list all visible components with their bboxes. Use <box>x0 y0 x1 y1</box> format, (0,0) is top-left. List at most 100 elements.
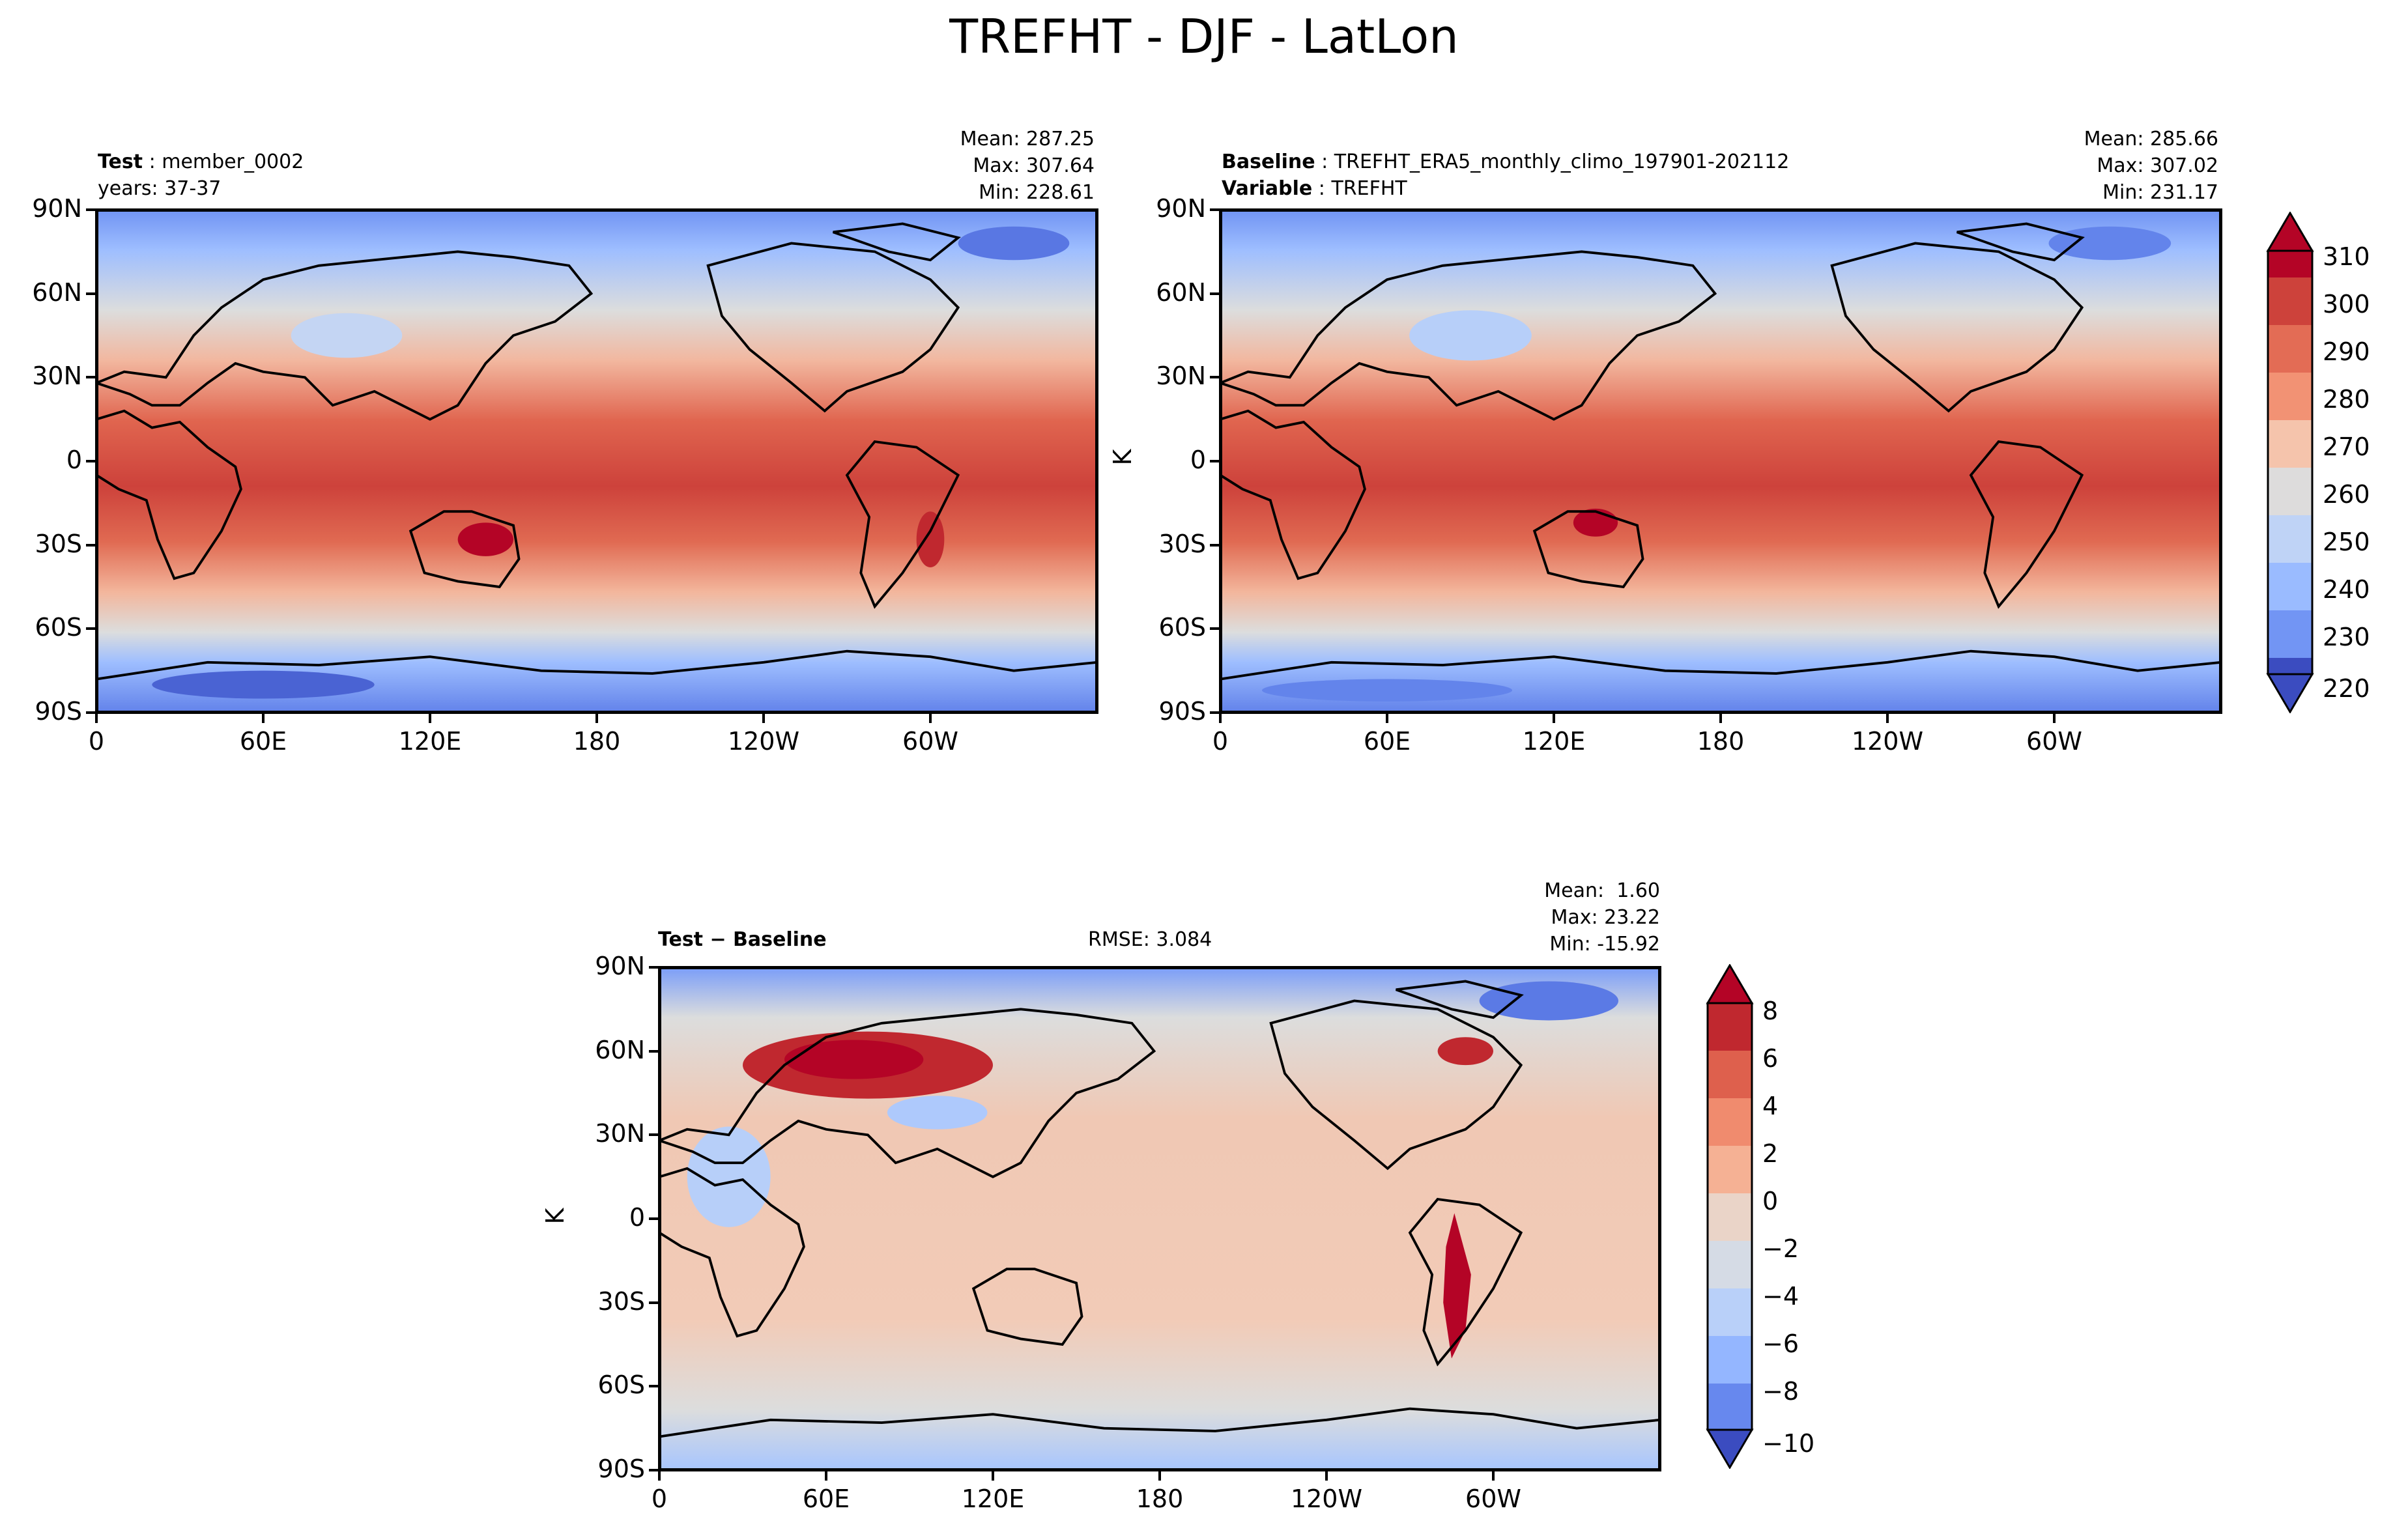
x-tick-label: 0 <box>651 1484 668 1513</box>
cb1-tick-4: 270 <box>2323 433 2370 461</box>
y-tick-mark <box>649 1469 658 1471</box>
y-tick-label: 90S <box>597 1455 645 1483</box>
x-tick-label: 60W <box>1465 1484 1521 1513</box>
y-tick-mark <box>1210 208 1219 211</box>
baseline-label: Baseline : TREFHT_ERA5_monthly_climo_197… <box>1222 150 1790 173</box>
baseline-mean: Mean: 285.66 <box>2084 128 2218 150</box>
cb2-tick-3: 2 <box>1762 1139 1779 1168</box>
x-tick-label: 120E <box>398 727 462 756</box>
x-tick-label: 0 <box>1212 727 1229 756</box>
x-tick-mark <box>95 714 98 723</box>
x-tick-label: 120W <box>727 727 800 756</box>
cb1-tick-9: 220 <box>2323 674 2370 703</box>
y-tick-label: 30S <box>597 1286 645 1316</box>
x-tick-label: 120W <box>1851 727 1924 756</box>
cb1-tick-3: 280 <box>2323 385 2370 414</box>
diff-min: Min: -15.92 <box>1549 933 1660 956</box>
x-tick-label: 180 <box>573 727 621 756</box>
x-tick-label: 180 <box>1697 727 1745 756</box>
test-mean: Mean: 287.25 <box>960 128 1095 150</box>
x-tick-mark <box>1325 1471 1328 1481</box>
x-tick-mark <box>595 714 598 723</box>
x-tick-mark <box>658 1471 661 1481</box>
x-tick-mark <box>929 714 932 723</box>
x-tick-mark <box>1219 714 1222 723</box>
y-tick-mark <box>649 1133 658 1137</box>
y-tick-label: 30N <box>32 362 82 391</box>
x-tick-mark <box>2053 714 2056 723</box>
diff-mean: Mean: 1.60 <box>1544 879 1660 902</box>
cb2-tick-2: 4 <box>1762 1092 1779 1120</box>
baseline-map <box>1220 210 2221 713</box>
cb2-tick-6: −4 <box>1762 1282 1799 1311</box>
x-tick-label: 180 <box>1136 1484 1184 1513</box>
y-tick-mark <box>1210 292 1219 295</box>
y-tick-mark <box>86 460 95 462</box>
y-tick-label: 90S <box>1158 697 1206 726</box>
y-tick-label: 60N <box>1156 277 1206 307</box>
x-tick-label: 120E <box>961 1484 1025 1513</box>
test-min: Min: 228.61 <box>979 181 1095 204</box>
y-tick-label: 60S <box>597 1371 645 1400</box>
diff-label: Test − Baseline <box>658 928 827 951</box>
y-tick-label: 90N <box>32 194 82 223</box>
y-tick-label: 0 <box>629 1203 645 1232</box>
y-tick-mark <box>649 1217 658 1220</box>
cb1-tick-6: 250 <box>2323 528 2370 556</box>
baseline-max: Max: 307.02 <box>2097 154 2218 177</box>
x-tick-mark <box>762 714 765 723</box>
x-tick-label: 60E <box>1363 727 1411 756</box>
y-tick-label: 0 <box>66 446 82 474</box>
baseline-variable: Variable : TREFHT <box>1222 177 1407 200</box>
y-tick-mark <box>1210 460 1219 462</box>
x-tick-mark <box>1386 714 1388 723</box>
cb2-tick-0: 8 <box>1762 997 1779 1025</box>
y-tick-mark <box>86 711 95 714</box>
cb1-tick-0: 310 <box>2323 242 2370 271</box>
x-tick-mark <box>429 714 431 723</box>
baseline-map-frame <box>1219 208 2222 714</box>
difference-map-frame <box>658 966 1661 1471</box>
cb1-tick-5: 260 <box>2323 480 2370 509</box>
y-tick-mark <box>1210 543 1219 547</box>
test-years: years: 37-37 <box>98 177 222 200</box>
y-tick-label: 30N <box>1156 362 1206 391</box>
figure-title: TREFHT - DJF - LatLon <box>949 9 1459 64</box>
cb2-tick-5: −2 <box>1762 1234 1799 1263</box>
y-tick-mark <box>86 543 95 547</box>
y-tick-label: 90S <box>35 697 82 726</box>
cb2-tick-8: −8 <box>1762 1377 1799 1406</box>
cb1-tick-7: 240 <box>2323 575 2370 604</box>
cb1-tick-2: 290 <box>2323 337 2370 366</box>
x-tick-mark <box>1158 1471 1161 1481</box>
cb1-tick-8: 230 <box>2323 623 2370 651</box>
difference-colorbar <box>1706 964 1754 1469</box>
y-tick-label: 60S <box>1158 613 1206 642</box>
y-tick-mark <box>649 1049 658 1053</box>
baseline-min: Min: 231.17 <box>2102 181 2218 204</box>
y-tick-label: 30N <box>595 1119 645 1148</box>
y-tick-mark <box>649 1385 658 1388</box>
x-tick-mark <box>1719 714 1722 723</box>
y-tick-mark <box>86 376 95 379</box>
y-tick-mark <box>1210 627 1219 631</box>
y-tick-mark <box>86 627 95 631</box>
x-tick-label: 60W <box>902 727 958 756</box>
y-tick-label: 60N <box>32 277 82 307</box>
y-tick-mark <box>86 208 95 211</box>
x-tick-label: 60W <box>2026 727 2082 756</box>
cb2-tick-7: −6 <box>1762 1329 1799 1358</box>
cb2-tick-1: 6 <box>1762 1044 1779 1073</box>
test-map-frame <box>95 208 1098 714</box>
y-tick-mark <box>1210 711 1219 714</box>
x-tick-mark <box>1492 1471 1495 1481</box>
diff-units-label: K <box>541 1208 569 1225</box>
y-tick-mark <box>649 966 658 969</box>
x-tick-mark <box>262 714 265 723</box>
y-tick-label: 90N <box>595 952 645 980</box>
x-tick-mark <box>992 1471 994 1481</box>
temperature-colorbar <box>2266 212 2314 713</box>
x-tick-label: 60E <box>802 1484 850 1513</box>
cb2-tick-4: 0 <box>1762 1187 1779 1215</box>
y-tick-label: 60N <box>595 1035 645 1064</box>
